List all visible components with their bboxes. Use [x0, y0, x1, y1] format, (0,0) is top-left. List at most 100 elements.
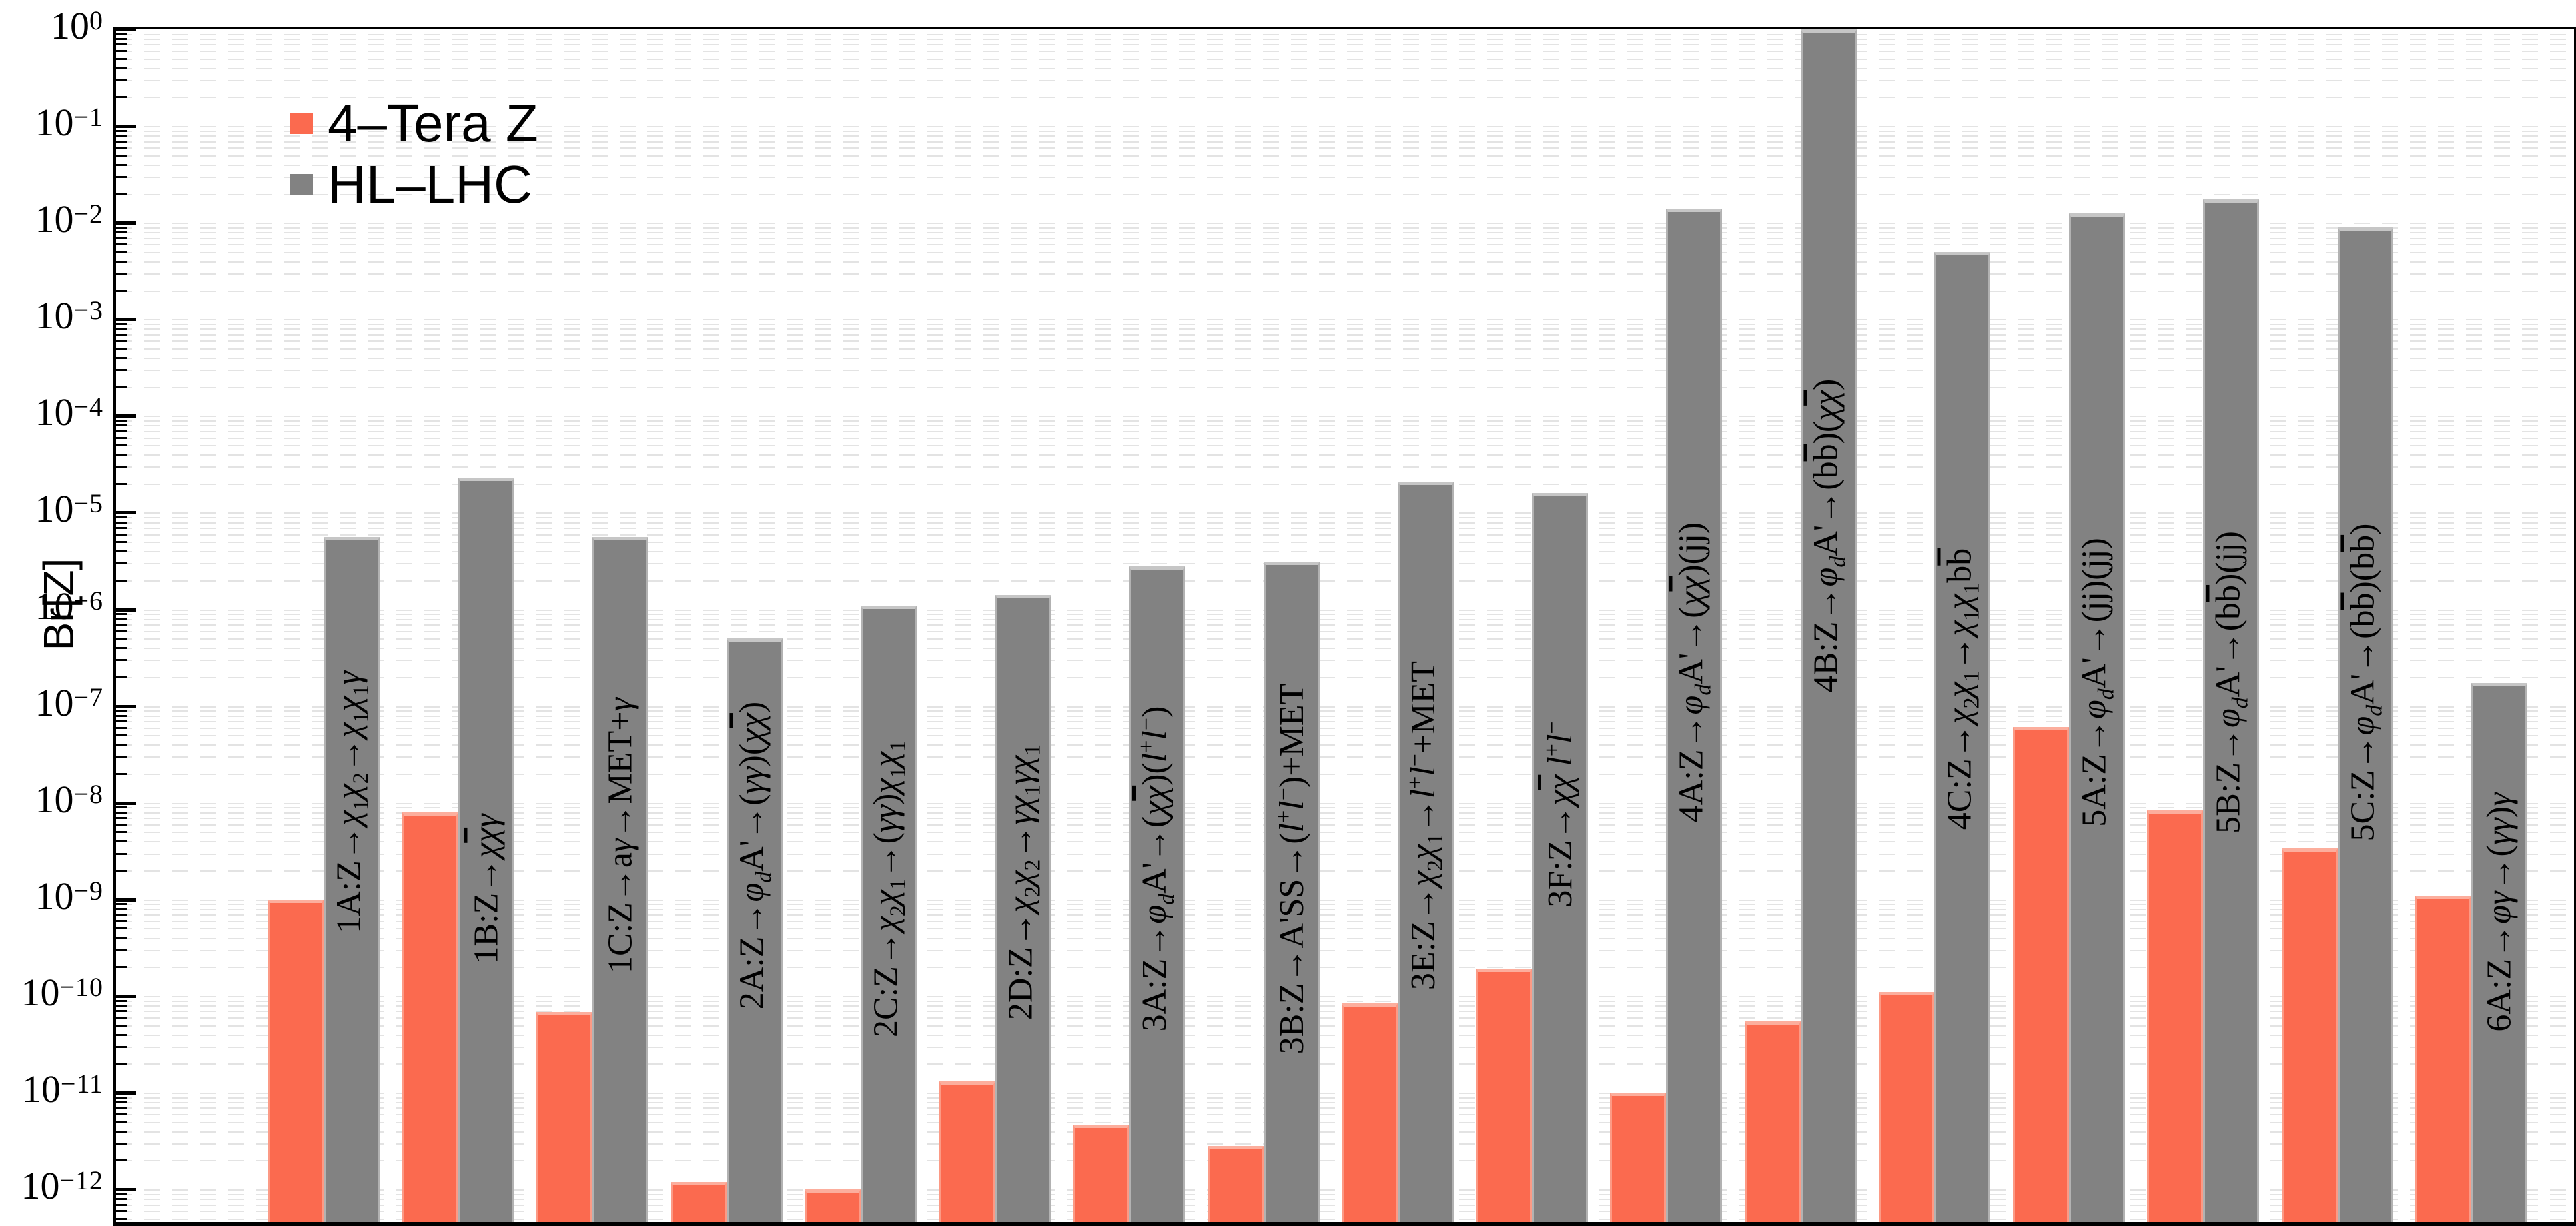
- gridline: [116, 39, 2574, 41]
- bar-4tera-5C: [2281, 848, 2338, 1222]
- minor-tick-mark: [116, 840, 127, 843]
- minor-tick-mark: [116, 226, 127, 229]
- gridline: [116, 79, 2574, 81]
- gridline: [116, 824, 2574, 826]
- gridline: [116, 370, 2574, 372]
- bar-hllhc-1A: [324, 536, 380, 1222]
- gridline: [116, 756, 2574, 758]
- minor-tick-mark: [116, 817, 127, 820]
- minor-tick-mark: [116, 237, 127, 239]
- minor-tick-mark: [116, 154, 127, 157]
- minor-tick-mark: [116, 347, 127, 350]
- minor-tick-mark: [116, 1033, 127, 1036]
- minor-tick-mark: [116, 1142, 127, 1145]
- gridline: [116, 818, 2574, 820]
- minor-tick-mark: [116, 870, 127, 872]
- gridline: [116, 534, 2574, 536]
- gridline: [116, 273, 2574, 275]
- bar-label-5B: 5B:Z→φdA'→(bb)(jj): [2209, 531, 2253, 834]
- minor-tick-mark: [116, 33, 127, 35]
- minor-tick-mark: [116, 647, 127, 650]
- minor-tick-mark: [116, 147, 127, 149]
- gridline: [116, 437, 2574, 439]
- gridline: [116, 237, 2574, 239]
- minor-tick-mark: [116, 289, 127, 292]
- bar-hllhc-2D: [995, 595, 1051, 1222]
- gridline: [116, 58, 2574, 60]
- y-tick-label: 10−1: [35, 101, 103, 145]
- legend: 4–Tera Z HL–LHC: [290, 93, 538, 215]
- gridline: [116, 232, 2574, 234]
- gridline: [116, 638, 2574, 640]
- minor-tick-mark: [116, 444, 127, 447]
- minor-tick-mark: [116, 260, 127, 263]
- gridline: [116, 721, 2574, 723]
- gridline: [116, 512, 2574, 514]
- gridline: [116, 727, 2574, 729]
- minor-tick-mark: [116, 533, 127, 536]
- gridline: [116, 949, 2574, 951]
- bar-4tera-2A: [670, 1181, 727, 1222]
- minor-tick-mark: [116, 1193, 127, 1195]
- bar-hllhc-6A: [2471, 682, 2527, 1222]
- minor-tick-mark: [116, 852, 127, 855]
- bar-hllhc-3B: [1263, 562, 1320, 1222]
- gridline: [116, 630, 2574, 632]
- minor-tick-mark: [116, 638, 127, 640]
- minor-tick-mark: [116, 726, 127, 729]
- gridline: [116, 920, 2574, 922]
- gridline: [116, 841, 2574, 843]
- gridline: [116, 744, 2574, 746]
- minor-tick-mark: [116, 1113, 127, 1116]
- major-tick-mark: [116, 1091, 136, 1095]
- major-tick-mark: [116, 608, 136, 612]
- gridline: [116, 937, 2574, 939]
- bar-label-3A: 3A:Z→φdA'→(χχ)(l+l−): [1134, 706, 1179, 1032]
- gridline: [116, 155, 2574, 157]
- bar-4tera-5B: [2147, 810, 2203, 1222]
- gridline: [116, 527, 2574, 529]
- y-tick-label: 10−12: [21, 1164, 103, 1208]
- bar-label-3B: 3B:Z→A'SS→(l+l−)+MET: [1271, 683, 1311, 1055]
- bar-4tera-3E: [1342, 1003, 1398, 1222]
- gridline: [116, 832, 2574, 834]
- y-tick-label: 10−6: [35, 584, 103, 628]
- gridline: [116, 710, 2574, 712]
- bar-label-6A: 6A:Z→φγ→(γγ)γ: [2480, 792, 2519, 1032]
- minor-tick-mark: [116, 340, 127, 342]
- gridline: [116, 334, 2574, 336]
- bar-hllhc-3F: [1531, 492, 1588, 1222]
- bar-label-2A: 2A:Z→φdA'→(γγ)(χχ): [733, 701, 776, 1010]
- gridline: [116, 244, 2574, 246]
- gridline: [116, 328, 2574, 330]
- gridline: [116, 483, 2574, 485]
- minor-tick-mark: [116, 550, 127, 553]
- gridline: [116, 261, 2574, 263]
- major-tick-mark: [116, 318, 136, 322]
- bar-4tera-3B: [1207, 1146, 1264, 1222]
- gridline: [116, 853, 2574, 855]
- minor-tick-mark: [116, 823, 127, 826]
- bar-4tera-4A: [1610, 1092, 1666, 1222]
- minor-tick-mark: [116, 756, 127, 758]
- gridline: [116, 466, 2574, 468]
- gridline: [116, 706, 2574, 708]
- minor-tick-mark: [116, 744, 127, 746]
- minor-tick-mark: [116, 920, 127, 922]
- gridline: [116, 290, 2574, 292]
- minor-tick-mark: [116, 720, 127, 723]
- gridline: [116, 223, 2574, 225]
- bar-label-5A: 5A:Z→φdA'→(jj)(jj): [2075, 538, 2118, 827]
- minor-tick-mark: [116, 999, 127, 1002]
- minor-tick-mark: [116, 231, 127, 234]
- gridline: [116, 715, 2574, 717]
- minor-tick-mark: [116, 914, 127, 916]
- legend-row-4tera: 4–Tera Z: [290, 93, 538, 154]
- bar-label-1A: 1A:Z→χ1χ2→χ1χ1γ: [330, 671, 374, 933]
- gridline: [116, 774, 2574, 776]
- minor-tick-mark: [116, 1024, 127, 1027]
- bar-hllhc-1B: [458, 477, 514, 1222]
- minor-tick-mark: [116, 630, 127, 632]
- minor-tick-mark: [116, 526, 127, 529]
- gridline: [116, 135, 2574, 137]
